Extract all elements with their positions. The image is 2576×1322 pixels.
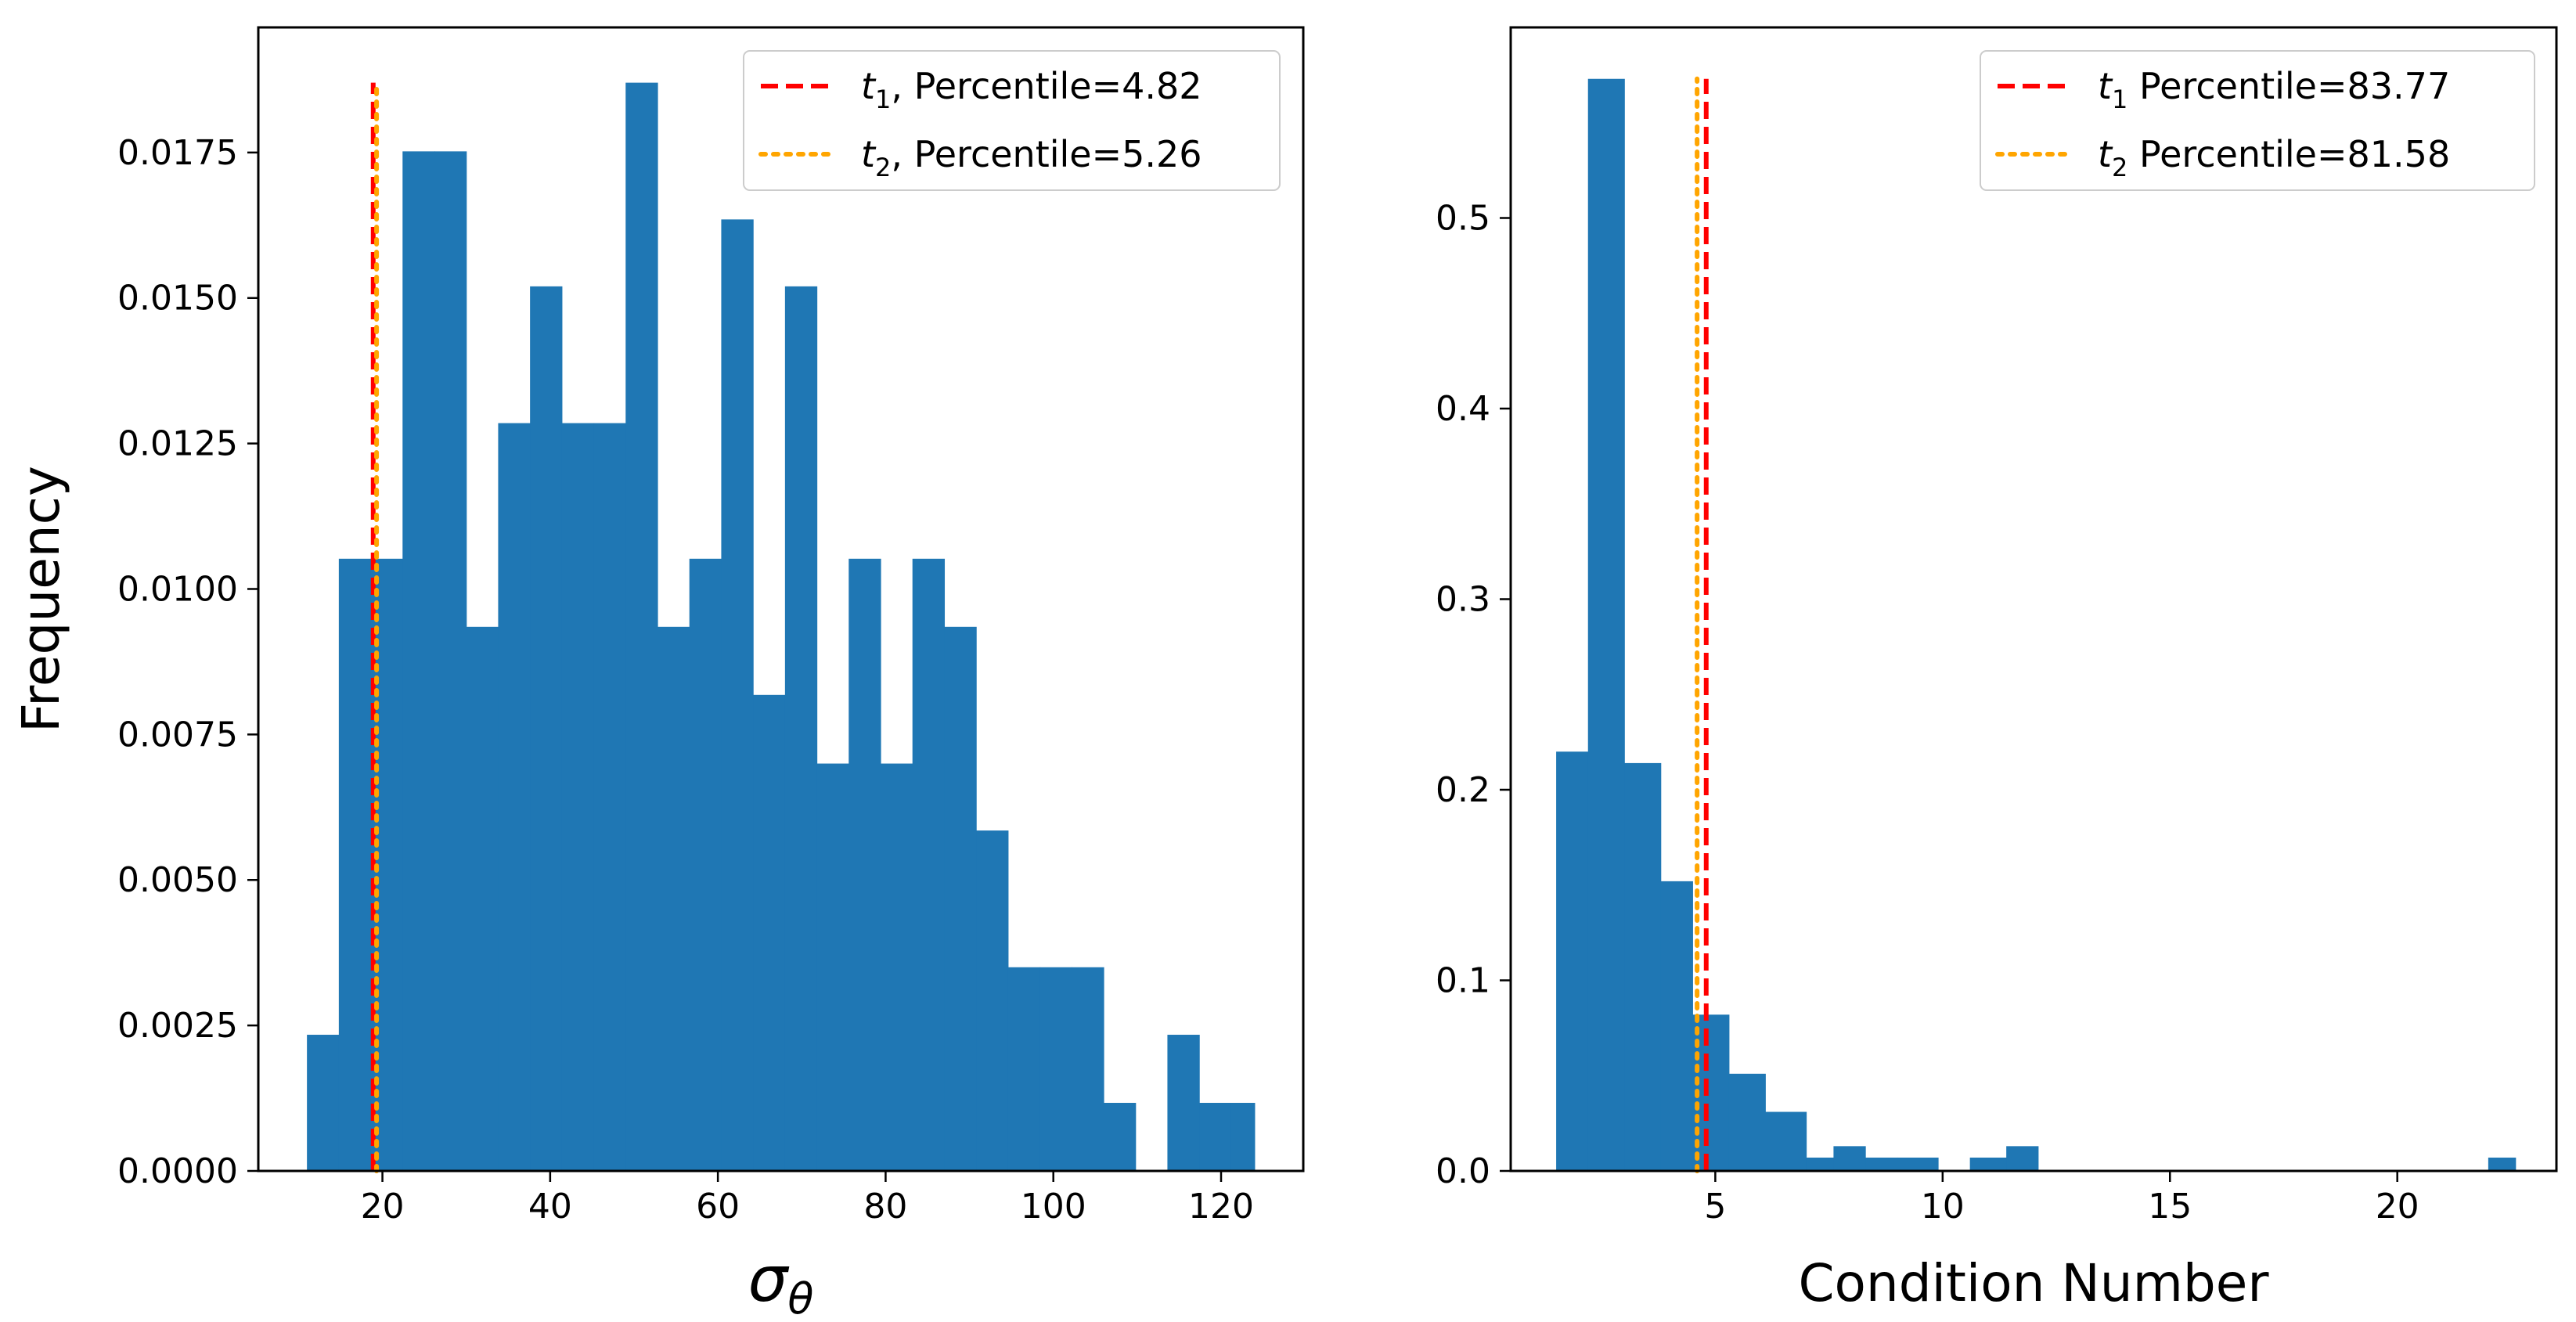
legend-text: Percentile=81.58 (2127, 133, 2450, 175)
y-tick-label: 0.0150 (117, 279, 238, 319)
histogram-bar (689, 558, 722, 1171)
histogram-bar (1660, 881, 1693, 1171)
x-tick-label: 60 (696, 1187, 740, 1227)
histogram-bar (466, 626, 499, 1171)
histogram-bar (944, 626, 977, 1171)
legend-box (1980, 50, 2535, 191)
histogram-bar (338, 558, 372, 1171)
histogram-sigma-theta: 20 40 60 80 100 120 0.0000 0.0025 0.0050 0.0075 0.… (11, 26, 1305, 1322)
legend-text: Percentile=83.77 (2127, 65, 2450, 107)
x-tick-label: 15 (2148, 1187, 2192, 1227)
histogram-bar (1039, 967, 1072, 1171)
histogram-bar (561, 423, 595, 1171)
y-tick-label: 0.3 (1436, 580, 1490, 620)
x-tick-label: 100 (1021, 1187, 1086, 1227)
x-axis-label: σθ (748, 1243, 814, 1322)
x-tick-label: 40 (528, 1187, 572, 1227)
y-tick-label: 0.0050 (117, 860, 238, 900)
histogram-bar (593, 423, 626, 1171)
histogram-bar (753, 694, 786, 1171)
legend-subscript: 1 (875, 85, 891, 114)
histogram-bar (1624, 762, 1662, 1171)
y-tick-label: 0.4 (1436, 389, 1490, 429)
axes-frame (257, 26, 1305, 1173)
histogram-bar (625, 82, 658, 1171)
histogram-bar (1072, 967, 1104, 1171)
bars-group (1556, 78, 2517, 1171)
x-axis-label-subscript: θ (787, 1274, 813, 1322)
histogram-bar (976, 830, 1009, 1171)
legend-box (743, 50, 1281, 191)
legend-subscript: 1 (2112, 85, 2127, 114)
x-tick-label: 10 (1921, 1187, 1965, 1227)
histogram-bar (307, 1035, 340, 1171)
y-tick-label: 0.0075 (117, 715, 238, 755)
histogram-bar (1897, 1157, 1939, 1171)
histogram-bar (498, 423, 531, 1171)
x-tick-label: 80 (863, 1187, 907, 1227)
y-tick-label: 0.0 (1436, 1151, 1490, 1191)
histogram-condition-number: 5 10 15 20 0.0 0.1 0.2 0.3 0.4 0.5 Condition Numbe… (1436, 26, 2558, 1313)
legend-label-1: t1 Percentile=83.77 (2098, 65, 2450, 114)
histogram-bar (1007, 967, 1041, 1171)
histogram-bar (1806, 1157, 1835, 1171)
y-tick-label: 0.0100 (117, 569, 238, 609)
y-axis-label: Frequency (11, 466, 71, 733)
x-tick-label: 20 (361, 1187, 405, 1227)
y-tick-label: 0.5 (1436, 199, 1490, 239)
histogram-bar (816, 763, 849, 1171)
histogram-bar (1199, 1103, 1232, 1171)
histogram-bar (1167, 1035, 1200, 1171)
histogram-bar (881, 763, 913, 1171)
histogram-bar (530, 286, 563, 1171)
legend-text: , Percentile=5.26 (891, 133, 1202, 175)
y-tick-label: 0.0175 (117, 133, 238, 173)
legend-subscript: 2 (2112, 153, 2127, 182)
histogram-bar (1104, 1103, 1137, 1171)
histogram-bar (784, 286, 818, 1171)
legend-var: t (861, 65, 877, 107)
legend-text: , Percentile=4.82 (891, 65, 1202, 107)
x-tick-label: 120 (1188, 1187, 1254, 1227)
legend-label-1: t1, Percentile=4.82 (861, 65, 1202, 114)
y-tick-label: 0.0025 (117, 1006, 238, 1046)
histogram-bar (848, 558, 881, 1171)
histogram-bar (1833, 1146, 1866, 1171)
histogram-bar (912, 558, 946, 1171)
histogram-bar (2488, 1157, 2517, 1171)
histogram-bar (721, 219, 754, 1171)
histogram-bar (1969, 1157, 2007, 1171)
histogram-bar (434, 151, 467, 1171)
x-tick-label: 5 (1704, 1187, 1726, 1227)
histogram-bar (402, 151, 435, 1171)
histogram-bar (1865, 1157, 1898, 1171)
histogram-bar (2006, 1146, 2039, 1171)
histogram-bar (658, 626, 690, 1171)
histogram-bar (1765, 1111, 1807, 1171)
y-tick-label: 0.0000 (117, 1151, 238, 1191)
legend-var: t (2098, 65, 2113, 107)
x-tick-label: 20 (2376, 1187, 2419, 1227)
histogram-bar (1587, 78, 1625, 1171)
x-axis-label-main: Condition Number (1798, 1253, 2269, 1313)
x-axis-label: Condition Number (1798, 1253, 2269, 1313)
histogram-bar (1556, 751, 1589, 1171)
y-tick-label: 0.2 (1436, 770, 1490, 810)
bars-group (307, 82, 1256, 1171)
y-tick-label: 0.0125 (117, 424, 238, 464)
legend-var: t (861, 133, 877, 175)
y-tick-label: 0.1 (1436, 961, 1490, 1001)
legend-subscript: 2 (875, 153, 891, 182)
x-axis-label-main: σ (748, 1243, 790, 1316)
legend-var: t (2098, 133, 2113, 175)
legend-label-2: t2 Percentile=81.58 (2098, 133, 2450, 182)
histogram-bar (1230, 1103, 1256, 1171)
legend-label-2: t2, Percentile=5.26 (861, 133, 1202, 182)
histogram-bar (1728, 1073, 1766, 1171)
